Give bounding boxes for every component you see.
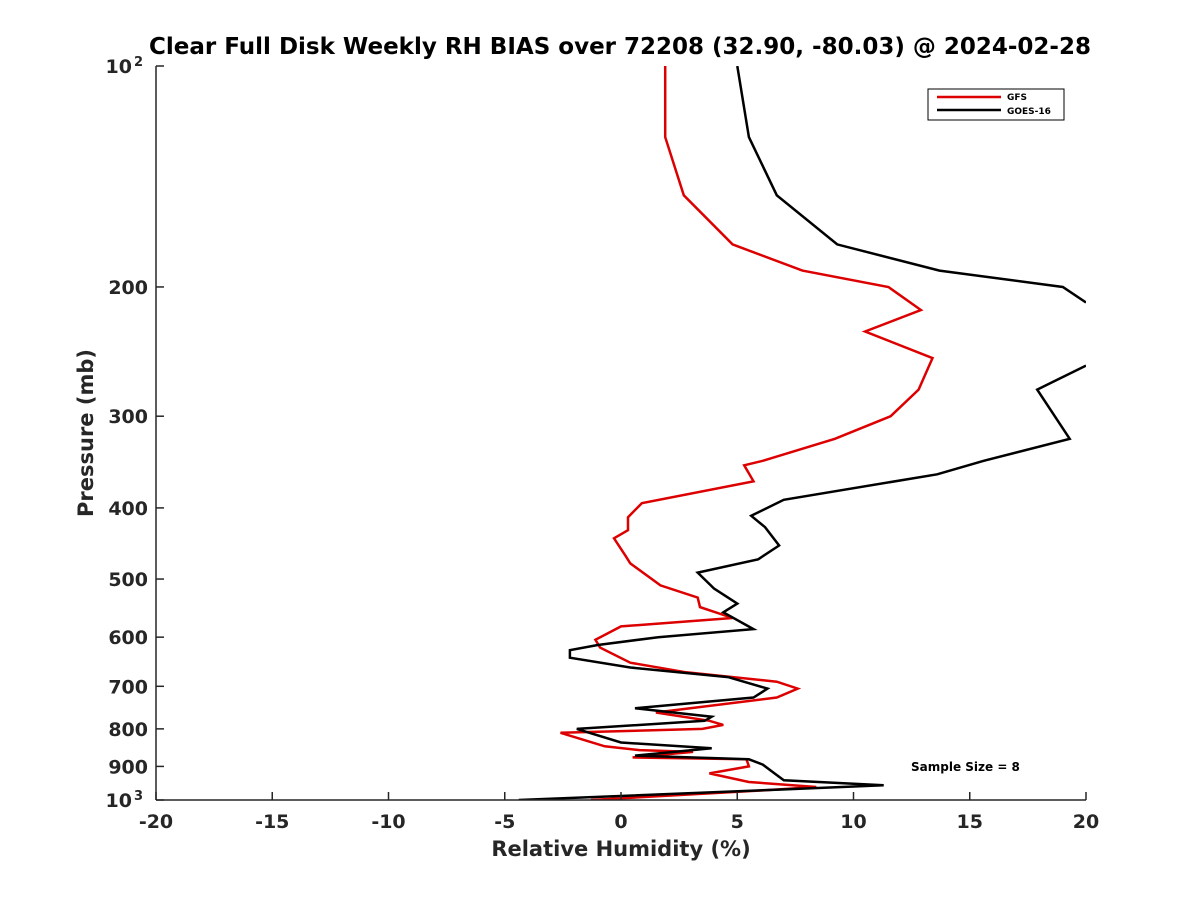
y-tick-label: 700 (108, 676, 148, 698)
legend-label-goes16: GOES-16 (1007, 107, 1051, 117)
x-tick-label: -20 (139, 811, 173, 833)
y-tick-exponent: 2 (134, 55, 143, 70)
y-tick-label: 900 (108, 756, 148, 778)
plot-background (156, 66, 1086, 800)
y-tick-label: 800 (108, 719, 148, 741)
x-tick-label: 15 (957, 811, 983, 833)
series-line-goes16 (736, 66, 1086, 304)
x-tick-label: 10 (840, 811, 866, 833)
legend: GFS GOES-16 (927, 88, 1065, 121)
y-axis-label: Pressure (mb) (74, 349, 98, 517)
y-tick-label: 10 (106, 790, 132, 812)
y-tick-label: 600 (108, 627, 148, 649)
series-layer (518, 66, 1086, 800)
y-tick-label: 10 (106, 56, 132, 78)
x-tick-label: 0 (614, 811, 627, 833)
y-tick-label: 300 (108, 406, 148, 428)
x-tick-label: 5 (731, 811, 744, 833)
y-tick-label: 400 (108, 498, 148, 520)
x-axis-ticks: -20 -15 -10 -5 0 5 10 15 20 (139, 792, 1099, 833)
x-tick-label: -15 (255, 811, 289, 833)
plot-area: -20 -15 -10 -5 0 5 10 15 20 10 220030040050060070… (106, 55, 1100, 833)
legend-label-gfs: GFS (1007, 93, 1027, 103)
chart-title: Clear Full Disk Weekly RH BIAS over 7220… (149, 34, 1091, 60)
x-axis-label: Relative Humidity (%) (491, 837, 750, 861)
y-tick-exponent: 3 (134, 789, 143, 804)
legend-box (927, 88, 1065, 121)
x-tick-label: -10 (371, 811, 405, 833)
sample-size-annotation: Sample Size = 8 (911, 760, 1020, 774)
y-tick-label: 500 (108, 569, 148, 591)
x-tick-label: 20 (1073, 811, 1099, 833)
series-line-goes16-lower (518, 364, 1086, 800)
y-tick-label: 200 (108, 277, 148, 299)
x-tick-label: -5 (494, 811, 515, 833)
